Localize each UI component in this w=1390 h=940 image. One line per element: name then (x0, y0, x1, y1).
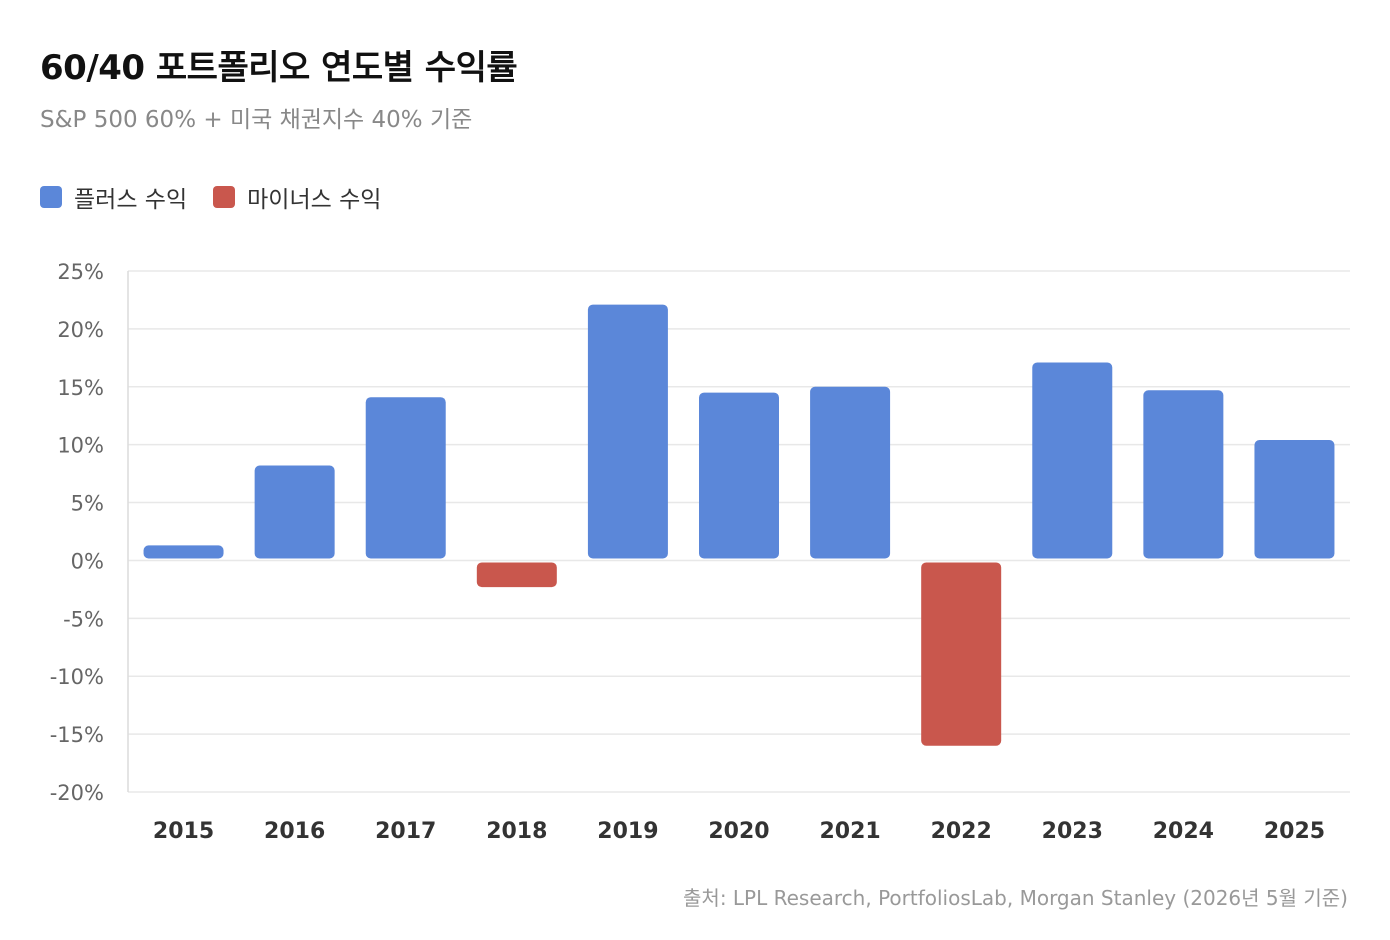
bar-2020 (699, 392, 779, 559)
bar-2025 (1254, 440, 1335, 559)
y-tick-label: -20% (50, 781, 104, 805)
legend-label-positive: 플러스 수익 (74, 187, 188, 213)
x-tick-label: 2019 (597, 819, 658, 844)
legend-item-positive: 플러스 수익 (40, 180, 187, 214)
x-tick-label: 2024 (1153, 819, 1214, 844)
bar-2015 (143, 545, 224, 559)
y-tick-label: 20% (57, 318, 104, 342)
legend: 플러스 수익 마이너스 수익 (40, 180, 407, 214)
legend-item-negative: 마이너스 수익 (213, 180, 381, 214)
x-tick-label: 2017 (375, 819, 436, 844)
y-tick-label: 0% (71, 549, 104, 573)
y-tick-label: 15% (57, 376, 104, 400)
bar-2017 (365, 397, 446, 559)
legend-swatch-positive (40, 186, 62, 208)
bar-2019 (587, 304, 668, 559)
x-tick-label: 2016 (264, 819, 325, 844)
x-tick-label: 2025 (1264, 819, 1325, 844)
bar-2022 (921, 562, 1002, 746)
legend-swatch-negative (213, 186, 236, 208)
legend-label-negative: 마이너스 수익 (247, 187, 382, 213)
y-tick-label: -10% (50, 665, 104, 689)
y-tick-label: 5% (71, 492, 104, 516)
x-tick-label: 2022 (931, 819, 992, 844)
bar-2024 (1143, 390, 1224, 559)
source-note: 출처: LPL Research, PortfoliosLab, Morgan … (683, 886, 1348, 910)
x-tick-label: 2018 (486, 819, 547, 844)
y-tick-label: -15% (50, 723, 104, 747)
chart-subtitle: S&P 500 60% + 미국 채권지수 40% 기준 (40, 107, 473, 133)
bar-2023 (1032, 362, 1113, 559)
y-tick-label: -5% (63, 607, 104, 631)
x-tick-label: 2023 (1042, 819, 1103, 844)
x-tick-label: 2020 (708, 819, 769, 844)
x-tick-label: 2021 (819, 819, 880, 844)
x-tick-label: 2015 (153, 819, 214, 844)
chart-title: 60/40 포트폴리오 연도별 수익률 (40, 48, 518, 88)
y-tick-label: 10% (57, 434, 104, 458)
bar-2021 (810, 386, 891, 559)
bar-2018 (476, 562, 557, 588)
y-tick-label: 25% (57, 260, 104, 284)
bar-2016 (254, 465, 335, 559)
